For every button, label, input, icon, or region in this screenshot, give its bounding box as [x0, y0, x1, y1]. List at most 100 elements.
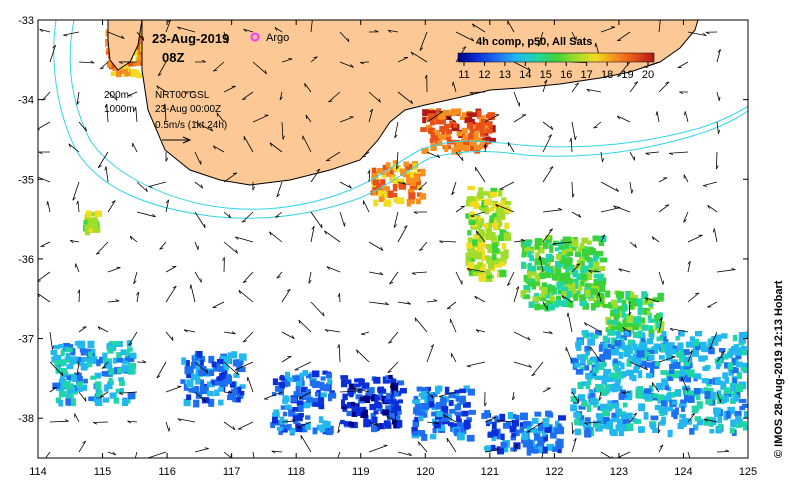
- sst-pixel: [53, 354, 62, 360]
- sst-pixel: [66, 364, 74, 370]
- sst-pixel: [319, 383, 325, 391]
- current-arrow-head: [549, 166, 554, 169]
- current-arrow: [368, 91, 381, 103]
- current-arrow-head: [156, 85, 160, 90]
- source-label: NRT00 GSL: [155, 90, 210, 101]
- current-arrow-head: [52, 386, 57, 389]
- colorbar-tick-label: 18: [601, 69, 613, 81]
- current-arrow-head: [84, 397, 87, 402]
- current-arrow-head: [460, 205, 465, 208]
- sst-pixel: [295, 386, 301, 394]
- current-arrow-head: [311, 225, 315, 230]
- current-arrow: [165, 199, 170, 213]
- sst-pixel: [450, 108, 457, 116]
- sst-pixel: [581, 273, 589, 281]
- sst-pixel: [660, 407, 668, 415]
- colorbar-ticks: 11 12 13 14 15 16 17 18 19 20: [458, 62, 654, 81]
- current-arrow: [194, 271, 202, 283]
- current-arrow: [455, 151, 464, 162]
- sst-pixel: [678, 403, 687, 408]
- sst-pixel: [658, 355, 665, 360]
- sst-pixel: [574, 419, 579, 426]
- sst-pixel: [420, 127, 427, 132]
- current-arrow-head: [379, 271, 384, 275]
- sst-pixel: [618, 371, 627, 378]
- sst-pixel: [544, 426, 552, 434]
- current-arrow: [570, 138, 573, 153]
- sst-pixel: [391, 417, 398, 425]
- sst-pixel: [558, 244, 564, 250]
- sst-pixel: [81, 384, 88, 391]
- sst-pixel: [180, 379, 186, 384]
- current-arrow: [194, 211, 206, 229]
- sst-pixel: [608, 384, 616, 392]
- current-arrow: [542, 79, 548, 93]
- sst-pixel: [675, 335, 680, 341]
- current-arrow-head: [316, 168, 321, 172]
- sst-pixel: [652, 297, 659, 302]
- sst-pixel: [487, 261, 495, 269]
- current-arrow-head: [200, 184, 204, 189]
- current-arrow-head: [177, 418, 182, 422]
- sst-pixel: [391, 406, 398, 413]
- sst-pixel: [576, 289, 581, 294]
- current-arrow-head: [288, 57, 293, 60]
- sst-pixel: [600, 292, 605, 301]
- sst-pixel: [395, 198, 401, 204]
- sst-pixel: [614, 374, 622, 379]
- sst-pixel: [103, 397, 110, 403]
- current-arrow: [363, 200, 370, 213]
- current-arrow-head: [216, 112, 219, 117]
- y-tick-label: -36: [18, 254, 34, 266]
- sst-pixel: [292, 407, 299, 412]
- current-arrow-head: [238, 290, 241, 294]
- sst-pixel: [414, 403, 422, 411]
- current-arrow-head: [474, 295, 478, 300]
- sst-pixel: [549, 245, 554, 253]
- sst-pixel: [665, 406, 674, 412]
- sst-pixel: [350, 401, 356, 407]
- sst-pixel: [659, 323, 664, 329]
- sst-pixel: [312, 401, 321, 407]
- sst-pixel: [217, 375, 225, 384]
- sst-pixel: [219, 372, 227, 379]
- sst-pixel: [218, 399, 224, 406]
- current-arrow: [39, 28, 51, 33]
- sst-pixel: [521, 437, 526, 444]
- current-arrow: [470, 211, 486, 217]
- sst-pixel: [689, 336, 696, 342]
- current-arrow-head: [242, 98, 247, 100]
- sst-pixel: [542, 432, 547, 437]
- sst-pixel: [617, 296, 622, 303]
- sst-pixel: [727, 362, 734, 371]
- sst-pixel: [616, 411, 621, 418]
- sst-pixel: [437, 111, 445, 120]
- sst-pixel: [584, 345, 591, 352]
- current-arrow-head: [228, 214, 232, 219]
- sst-pixel: [489, 137, 496, 142]
- sst-pixel: [271, 416, 278, 424]
- current-arrow-head: [369, 108, 373, 113]
- current-arrow: [75, 263, 80, 273]
- sst-pixel: [644, 351, 650, 358]
- sst-pixel: [616, 321, 622, 329]
- current-arrow: [95, 241, 109, 255]
- sst-pixel: [728, 348, 735, 355]
- current-arrow: [135, 107, 138, 123]
- sst-pixel: [199, 356, 206, 362]
- sst-pixel: [567, 282, 576, 289]
- sst-pixel: [535, 443, 540, 449]
- current-arrow-head: [157, 73, 162, 77]
- sst-pixel: [633, 418, 642, 424]
- sst-pixel: [412, 419, 420, 427]
- sst-pixel: [409, 171, 414, 178]
- sst-pixel: [444, 386, 450, 394]
- current-arrow-head: [387, 29, 392, 33]
- sst-pixel: [555, 253, 562, 260]
- sst-pixel: [128, 363, 137, 369]
- current-arrow-head: [328, 100, 333, 103]
- current-arrow-head: [387, 370, 392, 374]
- current-arrow-head: [702, 32, 707, 36]
- sst-pixel: [86, 358, 94, 364]
- sst-pixel: [729, 427, 735, 434]
